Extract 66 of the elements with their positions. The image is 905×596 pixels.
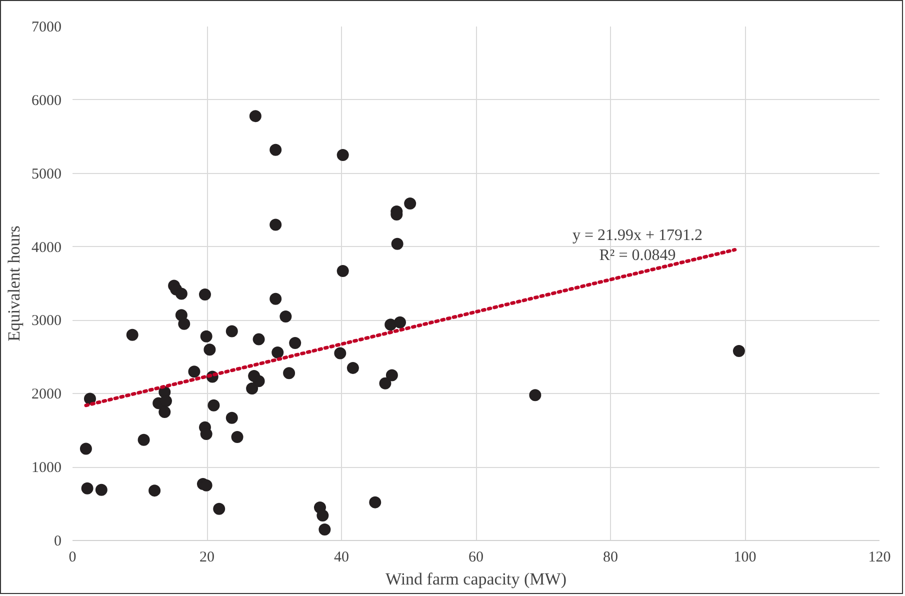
point <box>226 325 238 338</box>
point <box>270 292 282 305</box>
y-tick-label: 1000 <box>32 460 62 476</box>
y-tick-label: 4000 <box>32 240 62 256</box>
point <box>334 347 346 360</box>
y-tick-label: 6000 <box>32 92 62 109</box>
annotation: y = 21.99x + 1791.2 <box>572 227 703 244</box>
x-tick-label: 80 <box>603 550 618 566</box>
point <box>231 430 244 443</box>
point <box>404 197 416 210</box>
point <box>158 406 171 418</box>
point <box>84 392 96 405</box>
point <box>384 318 397 331</box>
x-axis-title: Wind farm capacity (MW) <box>385 570 567 588</box>
point <box>252 333 265 346</box>
point <box>252 375 265 388</box>
point <box>336 265 349 278</box>
point <box>226 412 238 424</box>
point <box>386 369 398 382</box>
point <box>318 523 331 536</box>
point <box>272 346 284 359</box>
point <box>178 318 190 330</box>
point <box>394 316 406 328</box>
point <box>200 428 212 440</box>
point <box>175 288 188 300</box>
point <box>81 482 94 494</box>
y-tick-label: 0 <box>54 534 62 550</box>
x-tick-label: 20 <box>200 550 214 566</box>
point <box>316 510 329 522</box>
point <box>391 238 404 250</box>
point <box>246 382 258 394</box>
point <box>346 362 359 374</box>
point <box>213 502 226 515</box>
point <box>80 442 92 455</box>
point <box>732 345 745 358</box>
point <box>160 394 172 407</box>
point <box>126 328 138 341</box>
point <box>379 377 392 390</box>
x-tick-label: 0 <box>68 550 76 566</box>
point <box>138 434 150 446</box>
x-tick-label: 100 <box>734 550 756 566</box>
point <box>208 399 220 412</box>
y-tick-label: 3000 <box>32 313 62 330</box>
annotation: R² = 0.0849 <box>599 247 676 264</box>
point <box>249 110 262 122</box>
point <box>204 344 216 356</box>
point <box>188 366 200 378</box>
point <box>280 310 292 323</box>
point <box>369 496 382 508</box>
x-tick-label: 40 <box>334 550 349 566</box>
y-tick-label: 2000 <box>32 386 62 403</box>
y-tick-label: 5000 <box>32 166 62 182</box>
point <box>198 288 211 301</box>
point <box>270 144 282 156</box>
point <box>289 336 302 349</box>
x-tick-label: 120 <box>868 550 891 566</box>
point <box>95 484 108 496</box>
point <box>270 218 282 231</box>
point <box>283 367 296 380</box>
x-tick-label: 60 <box>468 550 484 566</box>
point <box>336 149 349 161</box>
point <box>200 330 212 342</box>
point <box>529 389 542 402</box>
y-axis-title: Equivalent hours <box>4 226 24 342</box>
y-tick-label: 7000 <box>32 20 62 36</box>
point <box>148 484 161 497</box>
